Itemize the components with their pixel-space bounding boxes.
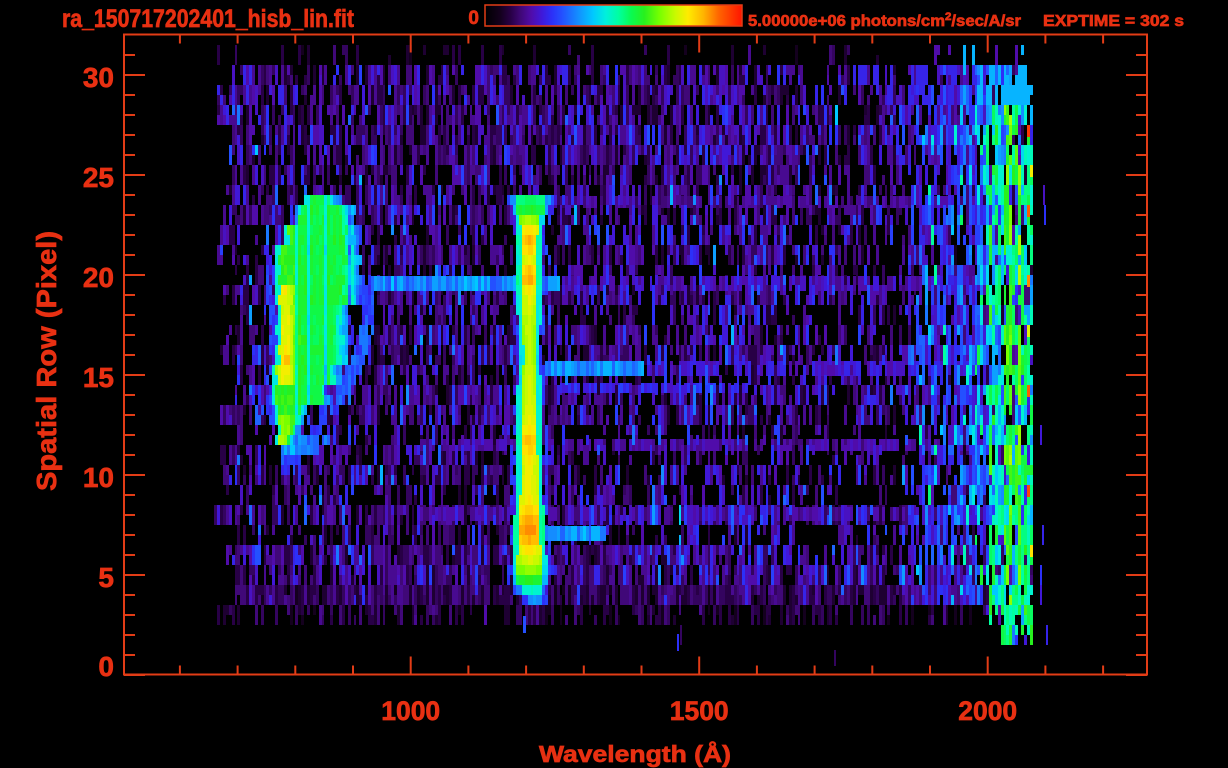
svg-text:30: 30 (83, 62, 114, 93)
svg-text:ra_150717202401_hisb_lin.fit: ra_150717202401_hisb_lin.fit (62, 5, 355, 33)
svg-text:EXPTIME = 302 s: EXPTIME = 302 s (1043, 13, 1184, 30)
svg-text:25: 25 (83, 162, 114, 193)
svg-text:10: 10 (83, 462, 114, 493)
svg-text:1500: 1500 (670, 696, 729, 726)
svg-text:20: 20 (83, 262, 114, 293)
svg-text:2000: 2000 (958, 696, 1017, 726)
svg-text:15: 15 (83, 362, 114, 393)
svg-text:0: 0 (98, 651, 114, 682)
svg-text:1000: 1000 (381, 696, 440, 726)
svg-text:5.00000e+06 photons/cm2/sec/A/: 5.00000e+06 photons/cm 2/sec/A/sr (748, 11, 1021, 30)
svg-text:5: 5 (98, 562, 114, 593)
svg-text:0: 0 (468, 8, 479, 29)
svg-text:Wavelength (Å): Wavelength (Å) (539, 740, 731, 767)
svg-text:Spatial Row (Pixel): Spatial Row (Pixel) (31, 231, 62, 491)
